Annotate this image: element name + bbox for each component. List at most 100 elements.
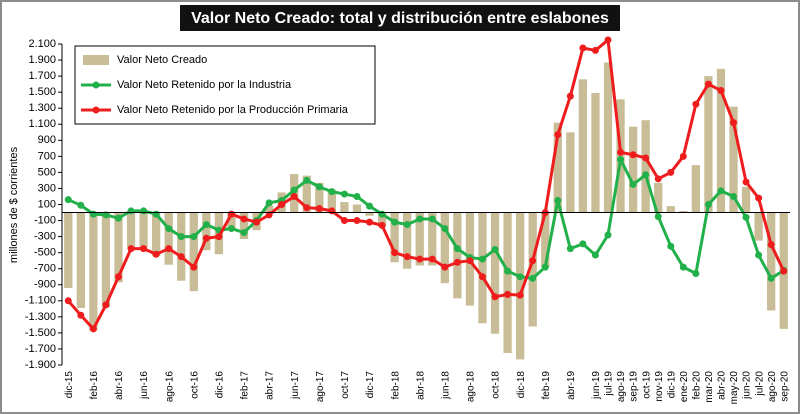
x-tick-label: abr-20 [717, 371, 728, 400]
marker [441, 225, 449, 233]
y-tick-label: -1.100 [25, 295, 56, 307]
y-tick-label: 900 [38, 134, 56, 146]
marker [102, 211, 110, 219]
marker [89, 210, 97, 218]
y-tick-label: -1.300 [25, 311, 56, 323]
legend-swatch [83, 55, 109, 65]
marker [742, 213, 750, 221]
bar [264, 205, 274, 213]
bar [352, 204, 362, 213]
marker [742, 178, 750, 186]
marker [89, 325, 97, 333]
bar [151, 212, 161, 256]
y-tick-label: -1.500 [25, 327, 56, 339]
marker [391, 249, 399, 257]
marker [566, 245, 574, 253]
x-tick-label: nov-19 [654, 371, 665, 402]
marker [591, 46, 599, 54]
legend-label: Valor Neto Retenido por la Producción Pr… [117, 104, 349, 116]
legend-label: Valor Neto Creado [117, 54, 207, 66]
legend-swatch [92, 106, 100, 114]
marker [240, 229, 248, 237]
marker [290, 192, 298, 200]
marker [328, 188, 336, 196]
marker [667, 242, 675, 250]
bar [603, 62, 613, 213]
x-tick-label: dic-19 [666, 371, 677, 399]
bar [704, 76, 713, 213]
y-tick-label: 1.700 [28, 70, 56, 82]
marker [403, 221, 411, 229]
bar [628, 126, 638, 213]
marker [717, 187, 725, 195]
line [67, 37, 786, 332]
legend-box [74, 45, 376, 125]
y-tick-label: -1.700 [25, 343, 56, 355]
marker [717, 87, 725, 95]
chart-title: Valor Neto Creado: total y distribución … [191, 10, 609, 27]
bar [453, 212, 462, 299]
y-tick-label: -900 [34, 279, 56, 291]
marker [730, 192, 738, 200]
bar [315, 182, 324, 213]
marker [704, 80, 712, 88]
marker [516, 291, 524, 299]
bar [528, 212, 537, 327]
marker [140, 245, 148, 253]
marker [453, 258, 461, 266]
marker [554, 131, 562, 139]
marker [165, 245, 173, 253]
bar [403, 212, 412, 269]
x-tick-label: sep-20 [779, 371, 790, 402]
bar [591, 92, 600, 213]
title-box [180, 5, 620, 31]
bar [679, 210, 688, 213]
marker [240, 215, 248, 223]
marker [378, 210, 386, 218]
marker [416, 255, 424, 263]
marker [466, 257, 474, 265]
marker [77, 201, 85, 209]
marker [227, 210, 235, 218]
marker [315, 183, 323, 191]
y-tick-label: 1.900 [28, 54, 56, 66]
marker [478, 273, 486, 281]
marker [152, 250, 160, 258]
marker [654, 213, 662, 221]
marker [278, 201, 286, 208]
x-tick-label: oct-19 [641, 371, 652, 399]
x-tick-label: oct-16 [189, 371, 200, 399]
marker [102, 301, 110, 309]
bar [227, 212, 236, 231]
bar [767, 212, 776, 311]
marker [340, 217, 348, 225]
marker [403, 253, 411, 261]
y-tick-label: -700 [34, 263, 56, 275]
bar [541, 212, 550, 268]
bar [566, 132, 575, 213]
marker [114, 214, 122, 222]
marker [64, 196, 72, 204]
marker [64, 297, 72, 305]
marker [617, 148, 625, 156]
x-tick-label: feb-18 [390, 371, 401, 400]
x-tick-label: oct-17 [340, 371, 351, 399]
marker [177, 253, 185, 261]
bar [189, 212, 198, 292]
bar [503, 212, 512, 353]
legend-label: Valor Neto Retenido por la Industria [117, 79, 292, 91]
marker [679, 152, 687, 160]
x-tick-label: jun-17 [290, 371, 301, 400]
y-tick-label: 100 [38, 198, 56, 210]
marker [202, 234, 210, 242]
y-tick-label: 2.100 [28, 38, 56, 50]
marker [202, 221, 210, 229]
x-tick-label: abr-16 [114, 371, 125, 400]
marker [366, 218, 374, 226]
marker [767, 241, 775, 249]
bar [428, 212, 437, 266]
bar [729, 106, 738, 213]
bar [164, 212, 173, 265]
marker [692, 100, 700, 108]
marker [704, 201, 712, 208]
